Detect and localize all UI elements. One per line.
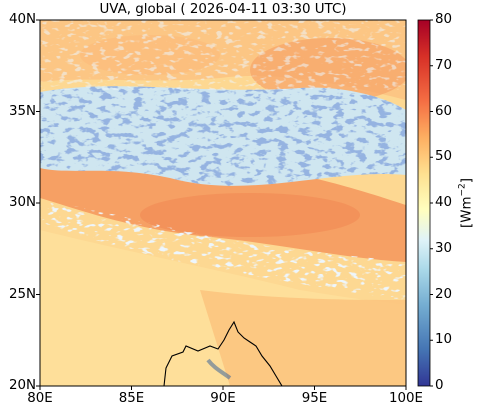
colorbar-tick-label: 80 (435, 12, 453, 27)
colorbar-tick-label: 20 (435, 286, 453, 302)
uva-field (40, 20, 406, 386)
coastline (163, 320, 283, 386)
colorbar-tick-label: 30 (435, 240, 453, 256)
colorbar-tick-label: 70 (435, 57, 453, 73)
y-tick-label: 25N (8, 286, 36, 302)
colorbar-tick-label: 0 (435, 378, 444, 393)
colorbar-tick-label: 50 (435, 149, 453, 165)
colorbar-unit-label: [Wm−2] (457, 177, 475, 229)
x-tick-label: 80E (27, 391, 53, 406)
colorbar-tick-label: 60 (435, 103, 453, 119)
y-tick-label: 30N (8, 195, 36, 210)
y-tick-label: 35N (8, 103, 36, 119)
colorbar-tick-label: 10 (435, 332, 453, 348)
x-tick-label: 95E (301, 391, 328, 406)
colorbar (417, 19, 431, 387)
x-tick-label: 90E (210, 391, 236, 406)
x-tick-label: 85E (118, 391, 145, 406)
x-tick-label: 100E (388, 391, 424, 406)
y-tick-label: 40N (8, 12, 36, 27)
colorbar-tick-label: 40 (435, 195, 453, 210)
map-title: UVA, global ( 2026-04-11 03:30 UTC) (99, 2, 347, 17)
y-tick-label: 20N (8, 378, 36, 393)
